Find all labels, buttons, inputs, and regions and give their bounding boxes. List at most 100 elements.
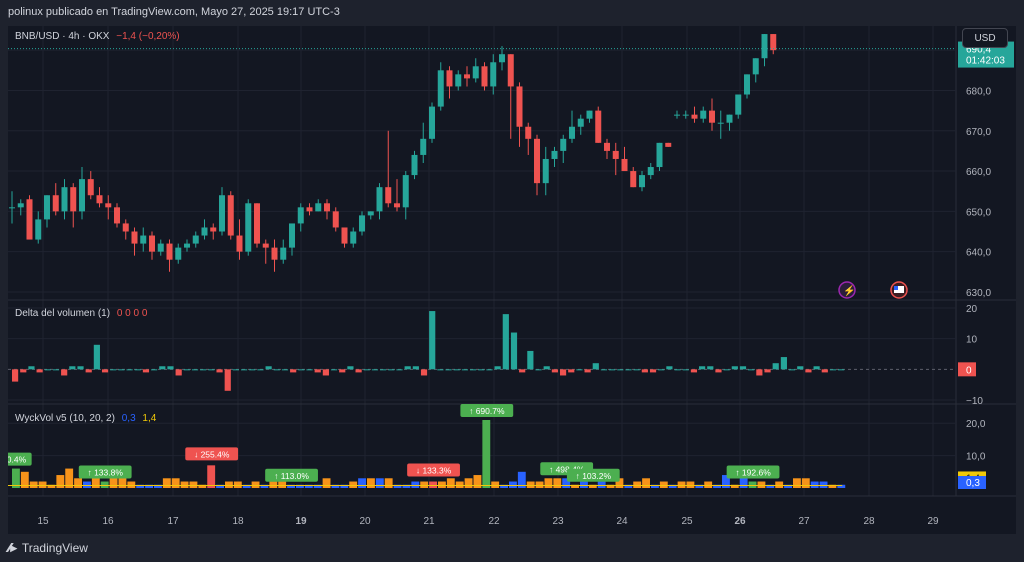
wyck-bar <box>38 481 47 488</box>
delta-bar <box>191 369 199 371</box>
wyck-bar <box>162 478 171 488</box>
candle-body <box>429 106 435 139</box>
delta-bar <box>797 366 804 370</box>
delta-bar <box>44 369 51 371</box>
wyck-bar <box>278 481 287 488</box>
currency-button[interactable]: USD <box>962 28 1008 48</box>
candle-body <box>131 231 138 244</box>
candle-body <box>210 227 217 232</box>
delta-bar <box>715 369 722 373</box>
candle-body <box>560 138 567 151</box>
wyck-bar <box>642 478 650 488</box>
delta-bar <box>429 311 436 370</box>
candle-body <box>490 62 497 87</box>
delta-bar <box>249 369 256 371</box>
candle-body <box>297 207 304 224</box>
wyck-legend-v2: 1,4 <box>142 413 157 424</box>
delta-bar <box>61 369 68 376</box>
wyck-bar <box>242 484 251 488</box>
wyck-annotation-bg <box>460 404 514 417</box>
delta-bar <box>12 369 19 382</box>
wyck-bar <box>12 468 20 488</box>
delta-bar <box>535 369 542 371</box>
wyck-bar <box>508 481 517 488</box>
candle-body <box>262 243 269 248</box>
us-flag-canton <box>894 286 898 290</box>
delta-bar <box>478 369 485 371</box>
time-tick: 18 <box>232 516 244 527</box>
candle-body <box>507 54 514 87</box>
wyck-bar <box>775 481 784 488</box>
wyck-bar <box>375 478 384 488</box>
wyck-bar <box>340 484 349 488</box>
time-tick: 27 <box>798 516 810 527</box>
delta-bar <box>371 369 379 371</box>
candle-body <box>726 114 733 123</box>
wyck-bar <box>544 478 553 488</box>
candle-body <box>735 94 742 115</box>
candle-body <box>359 215 365 232</box>
delta-bar <box>559 369 567 376</box>
delta-bar <box>298 369 305 371</box>
candle-body <box>394 203 400 208</box>
delta-bar <box>551 369 558 373</box>
wyck-bar <box>819 481 828 488</box>
delta-bar <box>200 369 207 371</box>
delta-bar <box>175 369 182 376</box>
wyck-bar <box>29 481 38 488</box>
delta-bar <box>838 369 845 371</box>
candle-body <box>420 138 427 155</box>
wyck-bar <box>207 465 216 488</box>
time-tick: 21 <box>423 516 435 527</box>
wyck-bar <box>118 475 127 488</box>
delta-bar <box>584 369 591 373</box>
delta-bar <box>216 369 223 373</box>
candle-body <box>639 175 645 188</box>
delta-bar <box>330 369 338 371</box>
candle-body <box>332 211 339 228</box>
price-tick: 640,0 <box>966 248 991 259</box>
wyck-bar <box>571 484 579 488</box>
delta-bar <box>257 369 264 371</box>
delta-bar <box>543 366 550 370</box>
candle-body <box>665 142 672 147</box>
delta-bar <box>142 369 150 373</box>
candle-body <box>105 203 112 208</box>
wyck-bar <box>47 484 56 488</box>
delta-bar <box>756 369 763 376</box>
delta-bar <box>77 366 84 370</box>
candle-body <box>315 203 322 212</box>
time-tick: 26 <box>734 516 746 527</box>
wyck-bar <box>588 484 597 488</box>
delta-bar <box>339 369 346 373</box>
wyck-legend: WyckVol v5 (10, 20, 2) 0,3 1,4 <box>15 413 156 424</box>
wyck-bar <box>366 478 375 488</box>
delta-bar <box>527 350 534 370</box>
wyck-bar <box>766 484 775 488</box>
candle-body <box>761 34 768 59</box>
candle-body <box>656 142 663 168</box>
candle-body <box>219 195 225 232</box>
candle-body <box>79 179 85 212</box>
wyck-legend-v1: 0,3 <box>121 413 136 424</box>
wyck-bar <box>260 484 269 488</box>
delta-bar <box>118 369 125 371</box>
delta-bar <box>134 369 141 371</box>
delta-bar <box>273 369 280 371</box>
candle-body <box>481 66 488 87</box>
candle-body <box>175 247 182 260</box>
delta-bar <box>363 369 370 371</box>
candle-body <box>525 126 532 139</box>
chart-svg[interactable]: 690,0680,0670,0660,0650,0640,0630,0690,4… <box>8 26 1016 534</box>
candle-body <box>437 70 444 107</box>
wyck-bar <box>349 481 358 488</box>
wyck-bar <box>74 478 82 488</box>
price-tick: 660,0 <box>966 167 991 178</box>
wyck-bar <box>784 484 792 488</box>
candle-body <box>542 158 549 184</box>
candle-body <box>569 126 575 139</box>
candle-body <box>577 118 584 127</box>
footer: ⁄⁄▸ TradingView <box>8 540 88 556</box>
delta-bar <box>167 366 174 370</box>
delta-bar <box>813 366 820 370</box>
